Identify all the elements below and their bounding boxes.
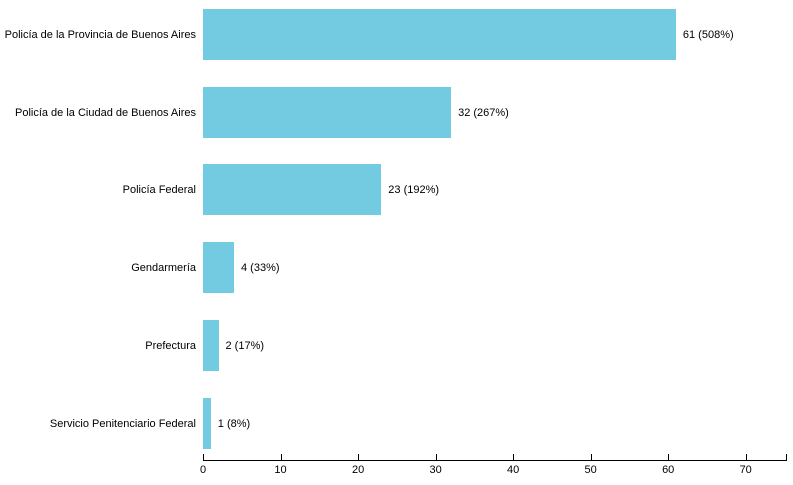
x-axis-end-tick (786, 454, 787, 460)
bar (203, 164, 382, 215)
value-label: 1 (8%) (217, 417, 251, 430)
x-axis-tick-label: 60 (662, 464, 675, 476)
x-axis-tick (280, 454, 282, 460)
x-axis-tick-label: 40 (506, 464, 520, 476)
value-label: 32 (267%) (458, 106, 509, 119)
category-label: Policía de la Provincia de Buenos Aires (4, 28, 196, 41)
category-label: Policía Federal (122, 183, 196, 196)
category-label: Policía de la Ciudad de Buenos Aires (14, 106, 196, 119)
x-axis-tick (358, 454, 360, 460)
value-label: 4 (33%) (241, 261, 280, 274)
bar (203, 87, 452, 138)
x-axis-line (203, 460, 787, 461)
value-label: 61 (508%) (682, 28, 734, 41)
x-axis-tick-label: 30 (429, 464, 442, 476)
category-label: Servicio Penitenciario Federal (49, 417, 196, 430)
bar (203, 242, 234, 293)
bar (203, 9, 676, 60)
x-axis-tick (203, 454, 204, 460)
x-axis-tick-label: 70 (739, 464, 752, 476)
x-axis-tick-label: 20 (351, 464, 365, 476)
x-axis-tick (668, 454, 670, 460)
x-axis-tick-label: 0 (199, 464, 207, 476)
value-label: 2 (17%) (225, 339, 265, 352)
x-axis-tick-label: 50 (584, 464, 597, 476)
x-axis-tick (435, 454, 437, 460)
bar (203, 398, 211, 449)
x-axis-tick (513, 454, 515, 460)
x-axis-tick (590, 454, 592, 460)
category-label: Prefectura (145, 339, 196, 352)
x-axis-tick (745, 454, 747, 460)
bar (203, 320, 219, 371)
value-label: 23 (192%) (388, 183, 440, 196)
x-axis-tick-label: 10 (274, 464, 287, 476)
category-label: Gendarmería (131, 261, 196, 274)
